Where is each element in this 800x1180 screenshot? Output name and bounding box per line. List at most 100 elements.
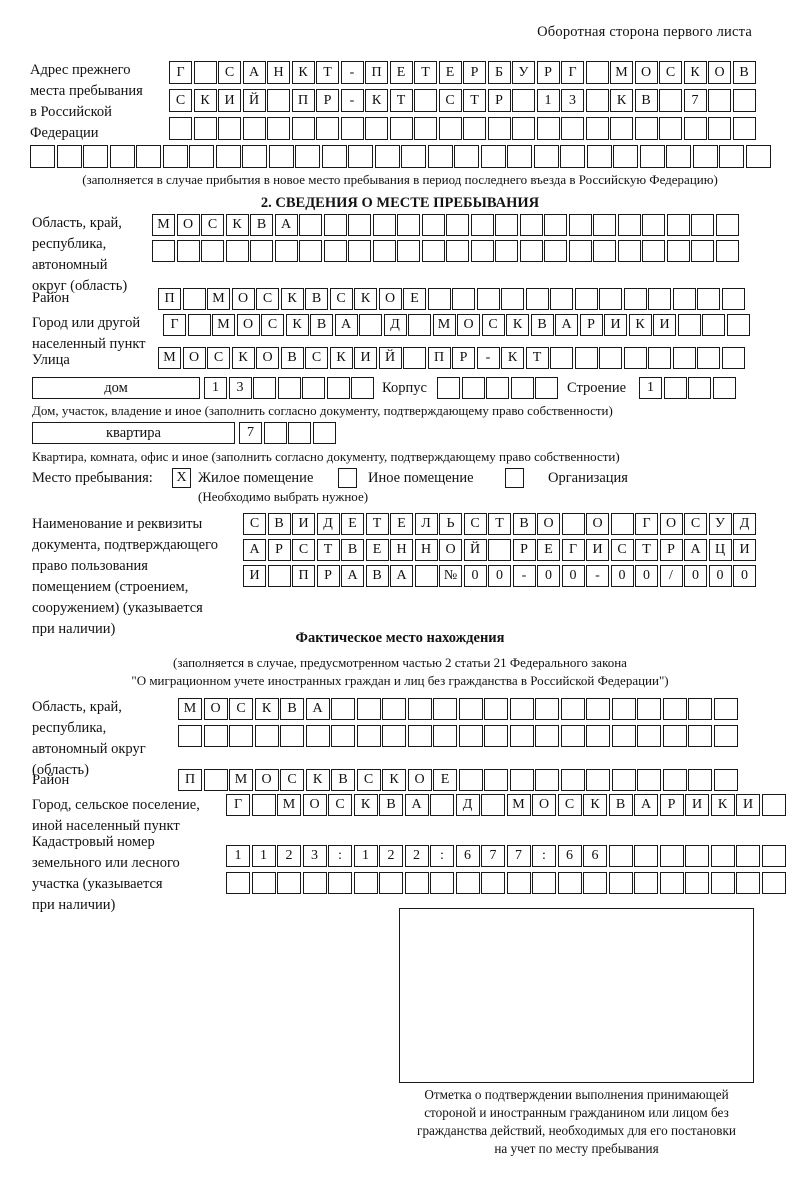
form-cell[interactable] xyxy=(348,145,373,168)
form-cell[interactable]: 6 xyxy=(583,845,607,867)
form-cell[interactable] xyxy=(437,377,460,399)
form-cell[interactable] xyxy=(83,145,108,168)
form-cell[interactable] xyxy=(688,698,712,720)
form-cell[interactable] xyxy=(721,347,745,369)
form-cell[interactable]: Р xyxy=(267,539,291,561)
form-cell[interactable] xyxy=(136,145,161,168)
form-cell[interactable] xyxy=(458,769,483,791)
form-cell[interactable]: К xyxy=(506,314,529,336)
form-cell[interactable] xyxy=(512,117,535,140)
form-cell[interactable] xyxy=(430,794,454,816)
form-cell[interactable]: С xyxy=(229,698,253,720)
form-cell[interactable] xyxy=(302,872,327,894)
form-cell[interactable]: В xyxy=(280,698,304,720)
form-cell[interactable] xyxy=(323,240,347,262)
form-cell[interactable]: Б xyxy=(487,61,511,84)
form-cell[interactable] xyxy=(389,117,413,140)
form-cell[interactable]: 0 xyxy=(488,565,511,587)
form-cell[interactable]: М xyxy=(432,314,456,336)
form-cell[interactable] xyxy=(593,214,616,236)
form-cell[interactable] xyxy=(637,725,661,747)
form-cell[interactable] xyxy=(732,117,756,140)
form-cell[interactable] xyxy=(427,288,451,310)
form-cell[interactable] xyxy=(666,240,690,262)
form-cell[interactable] xyxy=(585,89,609,112)
form-cell[interactable] xyxy=(710,845,735,867)
form-cell[interactable]: Т xyxy=(635,539,658,561)
form-cell[interactable] xyxy=(348,240,371,262)
form-cell[interactable]: Е xyxy=(341,513,364,535)
form-cell[interactable] xyxy=(599,288,622,310)
form-cell[interactable] xyxy=(487,117,511,140)
form-cell[interactable] xyxy=(509,769,534,791)
form-cell[interactable]: Н xyxy=(390,539,413,561)
form-cell[interactable] xyxy=(599,347,622,369)
form-cell[interactable] xyxy=(586,725,610,747)
form-cell[interactable]: К xyxy=(710,794,735,816)
form-cell[interactable] xyxy=(574,288,598,310)
form-cell[interactable] xyxy=(312,422,336,444)
form-cell[interactable]: 0 xyxy=(561,565,585,587)
form-cell[interactable] xyxy=(229,725,253,747)
form-cell[interactable]: В xyxy=(732,61,756,84)
form-cell[interactable]: К xyxy=(329,347,353,369)
form-cell[interactable] xyxy=(446,214,469,236)
form-cell[interactable] xyxy=(608,845,633,867)
form-cell[interactable]: О xyxy=(256,347,279,369)
form-cell[interactable]: Р xyxy=(512,539,536,561)
form-cell[interactable]: Г xyxy=(169,61,192,84)
form-cell[interactable]: Й xyxy=(378,347,402,369)
form-cell[interactable]: / xyxy=(659,565,683,587)
form-cell[interactable] xyxy=(533,145,559,168)
form-cell[interactable] xyxy=(382,725,406,747)
form-cell[interactable] xyxy=(215,145,241,168)
form-cell[interactable] xyxy=(356,698,381,720)
form-cell[interactable] xyxy=(532,872,556,894)
form-cell[interactable]: С xyxy=(292,539,315,561)
form-cell[interactable] xyxy=(372,240,396,262)
form-cell[interactable]: 3 xyxy=(228,377,252,399)
form-cell[interactable] xyxy=(299,214,322,236)
form-cell[interactable]: Т xyxy=(316,539,340,561)
form-cell[interactable] xyxy=(692,145,718,168)
form-cell[interactable] xyxy=(510,377,534,399)
form-cell[interactable]: М xyxy=(277,794,301,816)
form-cell[interactable] xyxy=(433,725,457,747)
form-cell[interactable] xyxy=(536,117,560,140)
form-cell[interactable] xyxy=(277,872,301,894)
form-cell[interactable] xyxy=(550,288,573,310)
form-cell[interactable] xyxy=(509,698,534,720)
form-cell[interactable] xyxy=(691,240,714,262)
form-cell[interactable] xyxy=(623,347,647,369)
form-cell[interactable] xyxy=(672,288,696,310)
form-cell[interactable] xyxy=(617,214,641,236)
form-cell[interactable] xyxy=(659,872,684,894)
form-cell[interactable]: 7 xyxy=(683,89,707,112)
form-cell[interactable] xyxy=(688,377,711,399)
form-cell[interactable] xyxy=(593,240,616,262)
form-cell[interactable] xyxy=(291,117,315,140)
form-cell[interactable]: Е xyxy=(403,288,426,310)
prev-address-row-4[interactable] xyxy=(30,145,771,168)
form-cell[interactable] xyxy=(672,347,696,369)
form-cell[interactable]: М xyxy=(152,214,175,236)
form-cell[interactable] xyxy=(736,845,760,867)
form-cell[interactable]: Д xyxy=(316,513,340,535)
form-cell[interactable] xyxy=(685,872,709,894)
form-cell[interactable] xyxy=(331,698,355,720)
form-cell[interactable] xyxy=(430,872,454,894)
form-cell[interactable]: О xyxy=(203,698,228,720)
form-cell[interactable]: И xyxy=(586,539,609,561)
form-cell[interactable] xyxy=(152,240,175,262)
form-cell[interactable]: К xyxy=(254,698,279,720)
form-cell[interactable] xyxy=(761,872,786,894)
form-cell[interactable] xyxy=(295,145,320,168)
flat-number-cells[interactable]: 7 xyxy=(239,422,336,444)
form-cell[interactable]: О xyxy=(537,513,560,535)
form-cell[interactable] xyxy=(583,872,607,894)
form-cell[interactable]: И xyxy=(604,314,627,336)
form-cell[interactable]: И xyxy=(292,513,315,535)
